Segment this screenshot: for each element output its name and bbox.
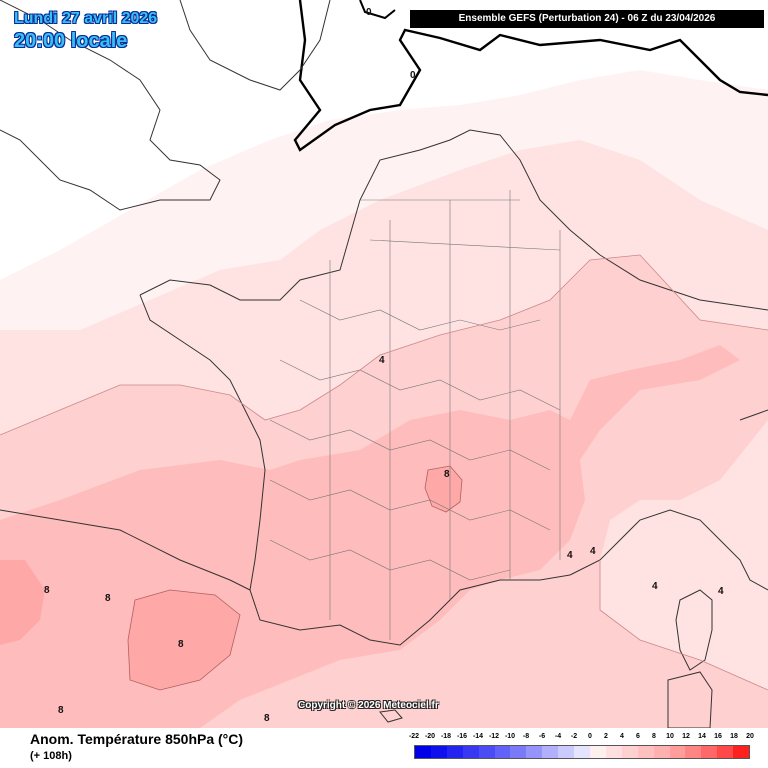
legend-tick-label: -14	[472, 733, 484, 740]
forecast-date: Lundi 27 avril 2026	[14, 10, 158, 27]
anomaly-patch-8-west	[0, 560, 45, 645]
legend-tick-label: -8	[522, 733, 530, 740]
legend-tick-label: -4	[554, 733, 562, 740]
legend-tick-label: -12	[488, 733, 500, 740]
contour-label-8c: 8	[105, 593, 111, 604]
legend-tick-label: -20	[424, 733, 436, 740]
contour-label-0a: 0	[366, 7, 372, 18]
anomaly-patch-8-atlantic	[128, 590, 240, 690]
isolines	[0, 254, 768, 691]
contour-label-8b: 8	[44, 585, 50, 596]
legend-swatch	[653, 746, 670, 758]
anomaly-map: 0 0 4 4 4 4 4 8 8 8 8 8 8	[0, 0, 768, 728]
anomaly-patch-8-central	[425, 466, 462, 512]
legend-swatch	[605, 746, 622, 758]
contour-label-8e: 8	[58, 705, 64, 716]
legend-swatch	[510, 746, 527, 758]
contour-label-8d: 8	[178, 639, 184, 650]
legend-tick-label: 16	[714, 733, 722, 740]
legend-swatch	[733, 746, 750, 758]
department-borders	[269, 190, 561, 640]
legend-ticks: -22 -20 -18 -16 -14 -12 -10 -8 -6 -4 -2 0 2 4 6 8 10 12 14…	[409, 733, 754, 743]
legend-colorbar	[414, 745, 750, 759]
zero-contour-north	[293, 0, 768, 152]
legend-tick-label: 10	[666, 733, 674, 740]
legend-tick-label: -6	[538, 733, 546, 740]
lead-time: (+ 108h)	[30, 750, 72, 762]
contour-label-0b: 0	[410, 70, 416, 81]
contour-label-4a: 4	[379, 355, 385, 366]
legend-tick-label: 14	[698, 733, 706, 740]
legend-tick-label: -10	[504, 733, 516, 740]
legend-tick-label: 0	[588, 733, 592, 740]
legend-swatch	[574, 746, 590, 758]
legend-swatch	[542, 746, 559, 758]
legend-tick-label: -22	[408, 733, 420, 740]
legend-swatch	[462, 746, 479, 758]
legend-swatch	[430, 746, 447, 758]
legend-swatch	[717, 746, 734, 758]
legend-swatch	[526, 746, 543, 758]
legend-tick-label: 2	[604, 733, 608, 740]
legend-swatch	[589, 746, 606, 758]
color-legend: -22 -20 -18 -16 -14 -12 -10 -8 -6 -4 -2 0 2 4 6 8 10 12 14…	[409, 733, 754, 763]
forecast-time: 20:00 locale	[14, 30, 128, 52]
legend-swatch	[685, 746, 702, 758]
legend-swatch	[637, 746, 654, 758]
legend-swatch	[494, 746, 511, 758]
legend-tick-label: 20	[746, 733, 754, 740]
model-run-banner: Ensemble GEFS (Perturbation 24) - 06 Z d…	[410, 10, 764, 28]
contour-label-4b: 4	[567, 550, 573, 561]
legend-swatch	[701, 746, 718, 758]
legend-swatch	[669, 746, 686, 758]
copyright-notice: Copyright © 2026 Meteociel.fr	[298, 700, 439, 711]
contour-label-4c: 4	[590, 546, 596, 557]
contour-label-8a: 8	[444, 469, 450, 480]
legend-tick-label: -18	[440, 733, 452, 740]
legend-tick-label: 4	[620, 733, 624, 740]
legend-swatch	[446, 746, 463, 758]
coastlines	[0, 0, 768, 728]
legend-tick-label: 8	[652, 733, 656, 740]
isoline-8	[127, 465, 463, 691]
legend-swatch	[415, 746, 431, 758]
zero-contour-corner	[359, 0, 396, 20]
contour-label-8f: 8	[264, 713, 270, 724]
legend-swatch	[478, 746, 495, 758]
legend-swatch	[621, 746, 638, 758]
legend-tick-label: 18	[730, 733, 738, 740]
legend-tick-label: 12	[682, 733, 690, 740]
legend-tick-label: -2	[570, 733, 578, 740]
contour-label-4d: 4	[652, 581, 658, 592]
legend-tick-label: 6	[636, 733, 640, 740]
parameter-title: Anom. Température 850hPa (°C)	[30, 731, 244, 747]
legend-swatch	[558, 746, 575, 758]
legend-tick-label: -16	[456, 733, 468, 740]
contour-label-4e: 4	[718, 586, 724, 597]
